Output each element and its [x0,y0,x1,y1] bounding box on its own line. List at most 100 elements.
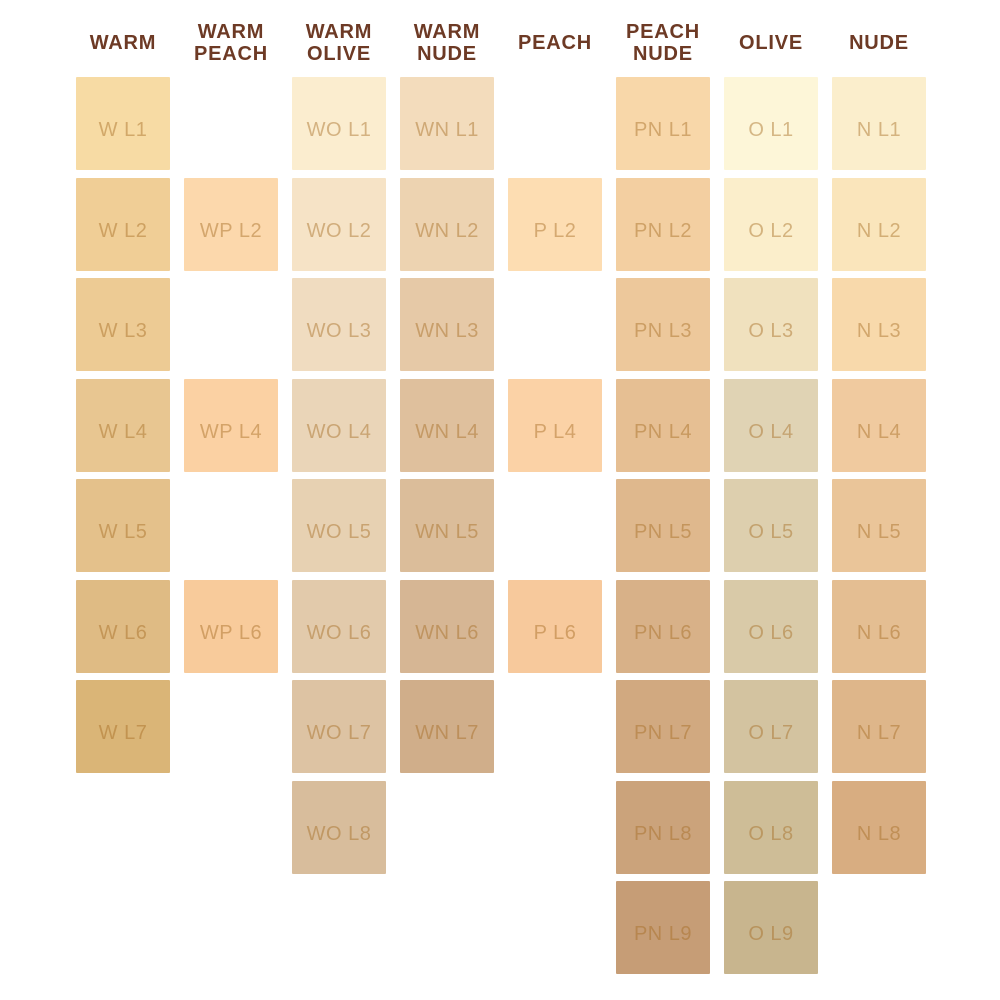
swatch-label: WN L5 [415,521,479,543]
swatch-n-l3[interactable]: N L3 [832,278,926,371]
swatch-label: N L8 [856,822,902,845]
swatch-wp-l2[interactable]: WP L2 [184,177,278,271]
swatch-label: P L4 [533,420,577,443]
swatch-label: O L9 [748,923,794,945]
swatch-n-l2[interactable]: N L2 [832,177,926,271]
shade-chart: WARM W L1 W L2 W L3 W L4 W L5 W L6 W L7 WARM PEA… [76,21,926,974]
swatch-label: PN L6 [633,621,693,644]
swatch-w-l3[interactable]: W L3 [76,278,170,371]
swatch-label: WO L1 [306,119,372,141]
swatch-label: N L4 [856,420,902,443]
swatch-label: O L3 [748,320,794,342]
swatch-label: W L1 [98,119,148,141]
swatch-n-l4[interactable]: N L4 [832,378,926,472]
column-header-nude: NUDE [849,31,909,54]
swatch-wo-l6[interactable]: WO L6 [292,579,386,673]
swatch-label: P L2 [533,219,577,242]
swatch-label: WN L3 [415,320,479,342]
swatch-wn-l7[interactable]: WN L7 [400,680,494,773]
swatch-label: W L2 [98,219,148,242]
swatch-label: PN L1 [633,119,693,141]
swatch-wo-l1[interactable]: WO L1 [292,77,386,170]
swatch-pn-l5[interactable]: PN L5 [616,479,710,572]
swatch-w-l7[interactable]: W L7 [76,680,170,773]
swatch-wp-l6[interactable]: WP L6 [184,579,278,673]
swatch-wn-l3[interactable]: WN L3 [400,278,494,371]
swatch-w-l2[interactable]: W L2 [76,177,170,271]
swatch-o-l6[interactable]: O L6 [724,579,818,673]
swatch-label: O L5 [748,521,794,543]
swatch-wn-l6[interactable]: WN L6 [400,579,494,673]
swatch-label: PN L7 [633,722,693,744]
swatch-wn-l2[interactable]: WN L2 [400,177,494,271]
swatch-pn-l8[interactable]: PN L8 [616,780,710,874]
swatch-wo-l3[interactable]: WO L3 [292,278,386,371]
swatch-label: WN L4 [415,420,479,443]
swatch-pn-l9[interactable]: PN L9 [616,881,710,974]
swatch-label: WO L6 [306,621,372,644]
swatch-label: WO L7 [306,722,372,744]
swatch-label: WP L2 [199,219,263,242]
swatch-label: O L6 [748,621,794,644]
swatch-o-l9[interactable]: O L9 [724,881,818,974]
swatch-w-l6[interactable]: W L6 [76,579,170,673]
swatch-pn-l7[interactable]: PN L7 [616,680,710,773]
swatch-wn-l4[interactable]: WN L4 [400,378,494,472]
swatch-label: WO L8 [306,822,372,845]
swatch-p-l4[interactable]: P L4 [508,378,602,472]
swatch-wn-l5[interactable]: WN L5 [400,479,494,572]
swatch-label: N L3 [856,320,902,342]
swatch-p-l6[interactable]: P L6 [508,579,602,673]
swatch-w-l1[interactable]: W L1 [76,77,170,170]
swatch-n-l8[interactable]: N L8 [832,780,926,874]
swatch-label: W L4 [98,420,148,443]
swatch-n-l6[interactable]: N L6 [832,579,926,673]
swatch-label: W L3 [98,320,148,342]
swatch-label: WN L1 [415,119,479,141]
swatch-n-l5[interactable]: N L5 [832,479,926,572]
swatch-pn-l1[interactable]: PN L1 [616,77,710,170]
swatch-o-l2[interactable]: O L2 [724,177,818,271]
swatch-label: O L8 [748,822,794,845]
swatch-o-l8[interactable]: O L8 [724,780,818,874]
swatch-label: N L1 [856,119,902,141]
swatch-label: N L2 [856,219,902,242]
swatch-wo-l8[interactable]: WO L8 [292,780,386,874]
swatch-label: O L1 [748,119,794,141]
swatch-n-l1[interactable]: N L1 [832,77,926,170]
swatch-label: WN L7 [415,722,479,744]
swatch-p-l2[interactable]: P L2 [508,177,602,271]
column-header-olive: OLIVE [738,31,803,54]
swatch-label: O L4 [748,420,794,443]
swatch-label: PN L8 [633,822,693,845]
swatch-wo-l2[interactable]: WO L2 [292,177,386,271]
swatch-o-l3[interactable]: O L3 [724,278,818,371]
swatch-wn-l1[interactable]: WN L1 [400,77,494,170]
swatch-wo-l5[interactable]: WO L5 [292,479,386,572]
swatch-pn-l2[interactable]: PN L2 [616,177,710,271]
swatch-label: PN L3 [633,320,693,342]
swatch-pn-l4[interactable]: PN L4 [616,378,710,472]
swatch-label: PN L5 [633,521,693,543]
column-header-warm-nude: WARM NUDE [413,21,481,65]
swatch-label: WO L5 [306,521,372,543]
swatch-label: PN L4 [633,420,693,443]
column-header-warm-peach: WARM PEACH [193,21,268,65]
swatch-w-l5[interactable]: W L5 [76,479,170,572]
swatch-o-l7[interactable]: O L7 [724,680,818,773]
swatch-o-l4[interactable]: O L4 [724,378,818,472]
swatch-o-l5[interactable]: O L5 [724,479,818,572]
swatch-label: W L7 [98,722,148,744]
swatch-pn-l6[interactable]: PN L6 [616,579,710,673]
swatch-o-l1[interactable]: O L1 [724,77,818,170]
swatch-label: WO L4 [306,420,372,443]
swatch-label: N L7 [856,722,902,744]
swatch-n-l7[interactable]: N L7 [832,680,926,773]
swatch-w-l4[interactable]: W L4 [76,378,170,472]
column-header-warm: WARM [89,31,157,54]
swatch-label: W L6 [98,621,148,644]
swatch-wo-l7[interactable]: WO L7 [292,680,386,773]
swatch-pn-l3[interactable]: PN L3 [616,278,710,371]
swatch-wo-l4[interactable]: WO L4 [292,378,386,472]
swatch-wp-l4[interactable]: WP L4 [184,378,278,472]
